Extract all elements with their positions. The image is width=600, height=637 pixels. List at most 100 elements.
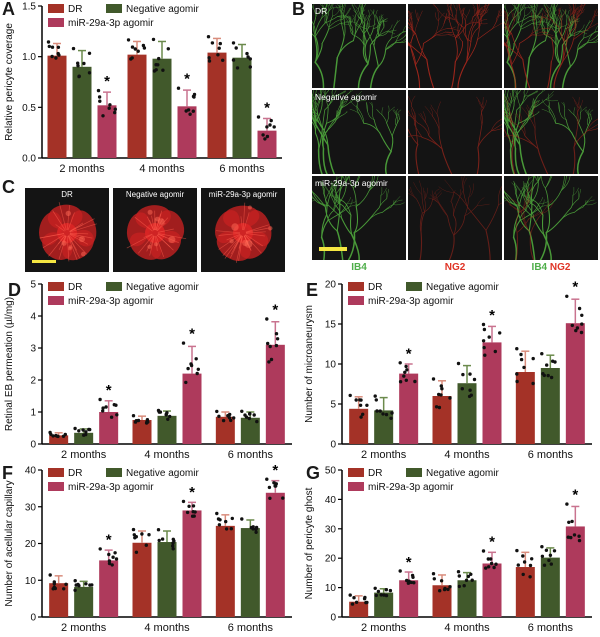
y-axis-title: Number of acellular capillary [4, 480, 15, 606]
legend-swatch [348, 468, 364, 477]
panel-e-label: E [306, 280, 319, 300]
data-dot [247, 416, 251, 421]
data-dot [546, 373, 550, 378]
data-dot [410, 573, 415, 578]
data-dot [468, 388, 472, 392]
data-dot [413, 379, 417, 384]
significance-asterisk: * [264, 100, 270, 117]
legend-swatch [106, 468, 122, 477]
panel-g: G 0 10 20 30 40 50 Number of pericyte ghost * 2 … [300, 464, 600, 637]
data-dot [191, 109, 195, 113]
data-dot [268, 496, 272, 500]
data-dot [184, 380, 188, 385]
ib4-label-part: IB4 [531, 262, 548, 273]
panel-b-column-labels: IB4 NG2 IB4 NG2 [312, 262, 598, 273]
data-dot [231, 58, 236, 62]
legend-label: DR [68, 468, 82, 479]
data-dot [373, 394, 377, 398]
data-dot [390, 411, 394, 415]
data-dot [472, 377, 477, 382]
data-dot [189, 363, 194, 368]
data-dot [71, 46, 76, 51]
vessel-tree [312, 176, 405, 260]
retina-flatmount-image [39, 202, 97, 262]
ng2-column-label: NG2 [444, 262, 466, 273]
data-dot [254, 530, 258, 534]
retina-flatmount [126, 205, 187, 260]
vessel-image [312, 176, 405, 260]
data-dot [457, 574, 461, 578]
data-dot [47, 44, 51, 49]
data-dot [221, 418, 226, 423]
data-dot [218, 41, 222, 46]
y-tick-label: 40 [325, 495, 337, 506]
data-dot [519, 357, 524, 362]
y-tick-label: 1.0 [22, 52, 36, 63]
data-dot [217, 46, 221, 50]
legend-swatch [48, 4, 64, 13]
bar [47, 55, 67, 158]
data-dot [115, 413, 119, 417]
bar [540, 368, 560, 444]
data-dot [98, 397, 102, 402]
legend-swatch [348, 482, 364, 491]
data-dot [402, 374, 406, 378]
retina-flatmount [39, 202, 97, 262]
bar [157, 415, 177, 444]
data-dot [275, 337, 280, 341]
y-tick-label: 1.5 [22, 2, 36, 13]
data-dot [215, 511, 219, 516]
data-dot [56, 45, 61, 49]
significance-asterisk: * [406, 346, 412, 363]
data-dot [176, 86, 181, 90]
bar [565, 526, 585, 617]
bar [97, 105, 117, 158]
panel-d: D 0 1 2 3 4 5 Retinal EB permeation (µl/mg) * 2 … [0, 278, 300, 464]
data-dot [218, 518, 222, 522]
legend-label: Negative agomir [426, 468, 499, 479]
data-dot [269, 357, 274, 362]
micrograph-dr-ib4: DR [312, 4, 406, 88]
data-dot [157, 56, 161, 61]
y-tick-label: 40 [25, 466, 37, 477]
panel-b-image-grid: DR Negative agomir miR-29a [312, 4, 598, 260]
data-dot [547, 558, 551, 563]
data-dot [522, 560, 527, 564]
data-dot [185, 510, 190, 515]
data-dot [457, 584, 461, 589]
panel-a-chart: 0.0 0.5 1.0 1.5 Relative pericyte coverage * 2… [4, 2, 282, 175]
bar [99, 412, 119, 444]
data-dot [108, 103, 112, 107]
legend-label: Negative agomir [126, 4, 199, 15]
panel-c-image-row: DR Negative agomir miR-29a-3p agomir [25, 188, 285, 272]
x-category-label: 6 months [228, 622, 274, 634]
data-dot [460, 387, 464, 391]
retina-image-dr: DR [25, 188, 109, 272]
vessel-tree [504, 4, 598, 88]
bar [127, 54, 147, 158]
data-dot [579, 330, 584, 335]
data-dot [274, 343, 279, 348]
data-dot [481, 549, 486, 553]
vessel-image [504, 4, 598, 88]
data-dot [224, 519, 228, 524]
data-dot [110, 563, 114, 567]
data-dot [157, 538, 161, 543]
data-dot [171, 541, 175, 545]
data-dot [456, 361, 461, 366]
data-dot [188, 112, 192, 116]
data-dot [249, 525, 254, 530]
vessel-image [408, 176, 502, 260]
data-dot [572, 533, 577, 537]
data-dot [215, 409, 219, 414]
micrograph-negative-ib4: Negative agomir [312, 90, 406, 174]
panel-b-row-dr: DR [312, 4, 598, 88]
significance-asterisk: * [272, 301, 278, 318]
x-category-label: 6 months [528, 449, 574, 461]
bar [74, 432, 94, 444]
data-dot [191, 504, 196, 508]
bar [177, 106, 197, 158]
data-dot [147, 533, 151, 537]
data-dot [130, 45, 135, 49]
